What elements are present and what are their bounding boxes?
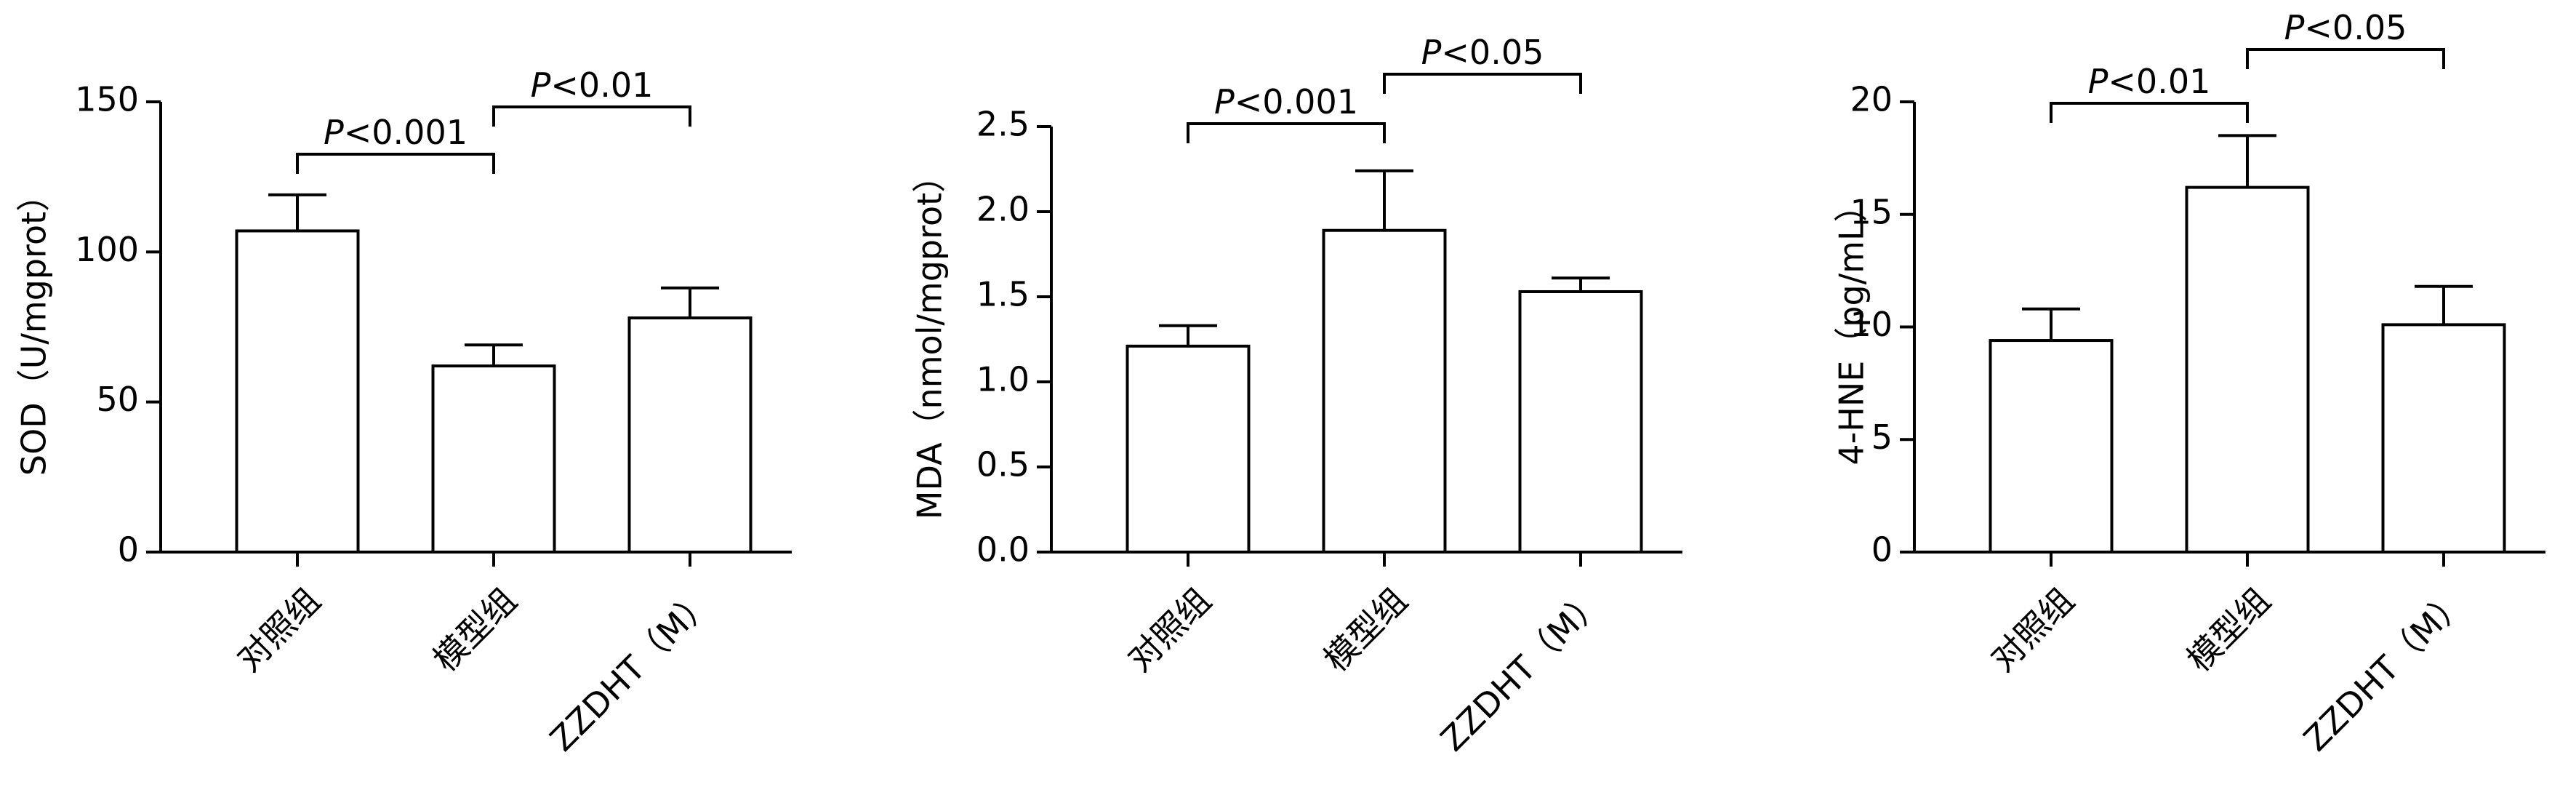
y-axis-label: MDA（nmol/mgprot）	[910, 159, 950, 519]
significance-bracket	[1187, 122, 1386, 143]
y-tick-label: 2.0	[976, 190, 1030, 229]
y-tick-label: 1.5	[976, 275, 1030, 314]
y-tick-label: 10	[1850, 305, 1893, 344]
significance-label: P<0.001	[324, 113, 468, 152]
bar	[1518, 289, 1643, 554]
y-tick-label: 150	[75, 80, 139, 119]
y-tick-label: 100	[75, 230, 139, 269]
significance-label: P<0.001	[1214, 82, 1358, 121]
y-tick-label: 0.0	[976, 530, 1030, 570]
significance-label: P<0.01	[2088, 62, 2211, 101]
y-axis-label: 4-HNE（pg/mL）	[1832, 188, 1871, 465]
chart: 0 50 100 150 SOD（U/mgprot） 对照组 模型组 ZZDHT（M） P<0.…	[15, 65, 792, 759]
bar	[2381, 323, 2506, 554]
x-tick-label: 对照组	[1983, 580, 2082, 679]
x-tick-label: ZZDHT（M）	[2296, 580, 2474, 759]
x-tick-label: 模型组	[425, 580, 524, 679]
x-tick-label: ZZDHT（M）	[1433, 580, 1611, 759]
y-tick-label: 15	[1850, 192, 1893, 231]
bar	[1322, 228, 1447, 554]
significance-bracket	[296, 153, 495, 174]
y-axis-label: SOD（U/mgprot）	[15, 178, 54, 476]
y-tick-label: 20	[1850, 80, 1893, 119]
significance-bracket	[2246, 48, 2445, 69]
chart: 0 5 10 15 20 4-HNE（pg/mL） 对照组 模型组 ZZDHT（M） P<0.01…	[1832, 8, 2545, 759]
bar	[2185, 185, 2310, 554]
x-tick-label: 对照组	[1120, 580, 1219, 679]
y-tick-label: 0	[118, 530, 139, 570]
x-tick-label: ZZDHT（M）	[542, 580, 721, 759]
significance-bracket	[2050, 102, 2249, 123]
chart: 0.0 0.5 1.0 1.5 2.0 2.5 MDA（nmol/mgprot） 对照组 模型组…	[910, 33, 1682, 759]
y-tick-label: 2.5	[976, 105, 1030, 144]
x-tick-label: 对照组	[229, 580, 328, 679]
significance-label: P<0.05	[2284, 8, 2407, 47]
bar	[1126, 344, 1251, 554]
bar	[627, 316, 753, 554]
significance-label: P<0.05	[1421, 33, 1544, 72]
y-tick-label: 1.0	[976, 360, 1030, 399]
x-tick-label: 模型组	[2179, 580, 2278, 679]
significance-label: P<0.01	[531, 65, 654, 105]
y-tick-label: 0	[1871, 530, 1893, 570]
y-tick-label: 0.5	[976, 445, 1030, 484]
y-tick-label: 5	[1871, 418, 1893, 457]
bar	[431, 364, 556, 554]
bar	[1989, 339, 2114, 554]
y-tick-label: 50	[96, 380, 139, 419]
bar	[235, 229, 360, 554]
significance-bracket	[492, 105, 691, 127]
x-tick-label: 模型组	[1316, 580, 1415, 679]
significance-bracket	[1383, 73, 1582, 94]
